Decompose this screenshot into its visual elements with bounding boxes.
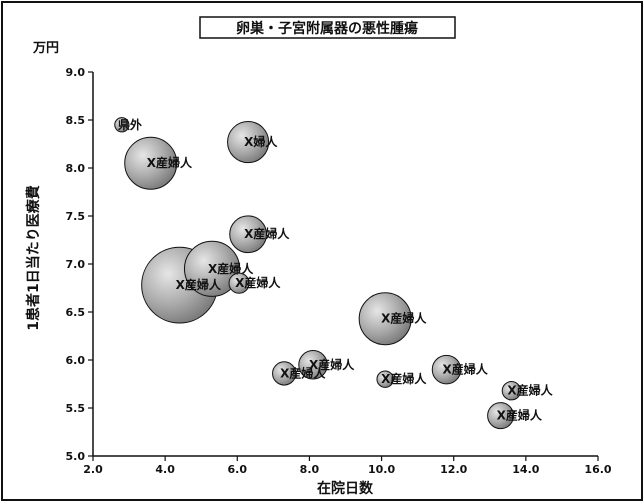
bubble [376, 370, 394, 388]
bubble-label: X産婦人 [280, 365, 326, 380]
bubble [183, 240, 241, 297]
y-tick-label: 5.0 [66, 450, 86, 463]
bubble-label: X産婦人 [147, 155, 193, 170]
x-axis-title: 在院日数 [317, 480, 374, 497]
y-tick-label: 9.0 [66, 66, 86, 79]
y-ticks: 5.0 5.5 6.0 6.5 7.0 7.5 8.0 8.5 9.0 [66, 66, 93, 463]
x-tick-label: 8.0 [300, 463, 320, 476]
bubble-label: X婦人 [244, 134, 278, 149]
bubble [298, 350, 328, 380]
chart-title: 卵巣・子宮附属器の悪性腫瘍 [236, 20, 418, 37]
bubble-label: X産婦人 [507, 383, 553, 398]
bubble [272, 361, 297, 386]
x-tick-label: 10.0 [368, 463, 395, 476]
title-box [199, 16, 456, 39]
x-tick-label: 2.0 [83, 463, 103, 476]
x-ticks: 2.0 4.0 6.0 8.0 10.0 12.0 14.0 16.0 [83, 456, 612, 476]
y-tick-label: 6.0 [66, 354, 86, 367]
bubble-label: X産婦人 [381, 311, 427, 326]
bubble-layer [114, 117, 522, 430]
y-tick-label: 6.5 [66, 306, 86, 319]
x-tick-label: 4.0 [155, 463, 175, 476]
bubble-label: X産婦人 [381, 371, 427, 386]
bubble [487, 402, 515, 430]
bubble-label: X産婦人 [235, 275, 281, 290]
y-tick-label: 8.0 [66, 162, 86, 175]
y-tick-label: 5.5 [66, 402, 86, 415]
bubble-label: X産婦人 [443, 362, 489, 377]
bubble [431, 354, 462, 385]
bubble [227, 121, 270, 164]
x-tick-label: 14.0 [512, 463, 539, 476]
y-axis-title: 1患者1日当たり医療費 [25, 185, 42, 330]
y-tick-label: 7.0 [66, 258, 86, 271]
bubble-label: X産婦人 [244, 226, 290, 241]
bubble [114, 117, 130, 133]
bubble-label: X産婦人 [208, 261, 254, 276]
x-tick-label: 16.0 [584, 463, 611, 476]
bubble-label: X産婦人 [497, 408, 543, 423]
bubble [228, 272, 250, 294]
bubble [124, 136, 178, 190]
bubble-label: X産婦人 [176, 277, 222, 292]
y-tick-label: 8.5 [66, 114, 86, 127]
x-tick-label: 6.0 [228, 463, 248, 476]
bubble-label: 県外 [118, 117, 142, 132]
y-tick-label: 7.5 [66, 210, 86, 223]
bubble-label: X産婦人 [309, 357, 355, 372]
x-tick-label: 12.0 [440, 463, 467, 476]
bubble [229, 215, 267, 254]
y-unit-label: 万円 [32, 41, 59, 56]
bubble [358, 292, 412, 346]
bubble [501, 381, 522, 401]
